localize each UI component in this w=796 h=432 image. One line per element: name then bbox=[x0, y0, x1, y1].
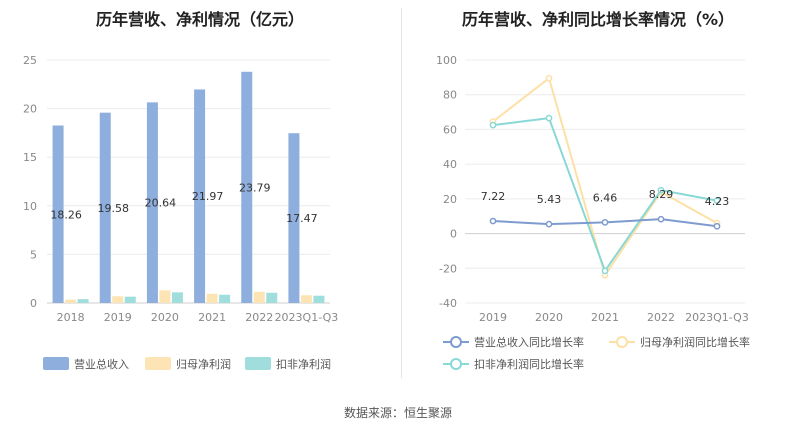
data-point bbox=[657, 215, 665, 223]
bar bbox=[171, 292, 183, 303]
legend-marker bbox=[616, 336, 628, 348]
bar bbox=[288, 133, 300, 303]
data-label: 7.22 bbox=[481, 190, 506, 203]
y-tick-label: -40 bbox=[439, 297, 457, 310]
x-tick-label: 2021 bbox=[591, 311, 619, 324]
y-tick-label: 5 bbox=[30, 248, 37, 261]
y-tick-label: 10 bbox=[23, 200, 37, 213]
bar bbox=[313, 295, 325, 303]
legend-marker bbox=[450, 358, 462, 370]
x-tick-label: 2020 bbox=[151, 311, 179, 324]
legend-label: 营业总收入 bbox=[74, 357, 129, 371]
bar bbox=[253, 291, 265, 303]
data-label: 20.64 bbox=[145, 197, 177, 210]
bar bbox=[124, 296, 136, 303]
data-source: 数据来源：恒生聚源 bbox=[343, 406, 452, 420]
data-label: 21.97 bbox=[192, 190, 224, 203]
data-label: 4.23 bbox=[705, 195, 730, 208]
data-label: 5.43 bbox=[537, 193, 562, 206]
bar bbox=[206, 293, 218, 303]
bar bbox=[77, 299, 89, 303]
bar bbox=[194, 89, 206, 303]
legend-label: 归母净利润同比增长率 bbox=[640, 335, 750, 349]
y-tick-label: 80 bbox=[443, 89, 457, 102]
y-tick-label: 40 bbox=[443, 158, 457, 171]
y-tick-label: 100 bbox=[436, 54, 457, 67]
bar bbox=[99, 112, 111, 303]
bar bbox=[146, 102, 158, 303]
data-point bbox=[713, 197, 721, 204]
data-label: 8.29 bbox=[649, 188, 674, 201]
data-label: 18.26 bbox=[50, 208, 82, 221]
data-point bbox=[545, 220, 553, 228]
data-point bbox=[601, 267, 609, 275]
x-tick-label: 2019 bbox=[479, 311, 507, 324]
x-tick-label: 2022 bbox=[245, 311, 273, 324]
data-point bbox=[601, 219, 609, 226]
data-point bbox=[545, 74, 553, 82]
x-tick-label: 2021 bbox=[198, 311, 226, 324]
data-label: 19.58 bbox=[98, 202, 130, 215]
data-point bbox=[489, 217, 497, 225]
legend-label: 营业总收入同比增长率 bbox=[474, 335, 584, 349]
y-tick-label: 15 bbox=[23, 151, 37, 164]
data-point bbox=[657, 186, 665, 194]
data-label: 6.46 bbox=[593, 191, 618, 204]
legend-marker bbox=[450, 336, 462, 348]
left-chart-title: 历年营收、净利情况（亿元） bbox=[95, 10, 304, 29]
bar bbox=[52, 125, 64, 303]
bar bbox=[241, 71, 253, 303]
legend-swatch bbox=[43, 357, 69, 370]
x-tick-label: 2020 bbox=[535, 311, 563, 324]
bar bbox=[300, 295, 312, 303]
data-point bbox=[545, 114, 553, 122]
x-tick-label: 2018 bbox=[57, 311, 85, 324]
x-tick-label: 2023Q1-Q3 bbox=[685, 311, 749, 324]
y-tick-label: 60 bbox=[443, 123, 457, 136]
legend-swatch bbox=[245, 357, 271, 370]
data-label: 17.47 bbox=[286, 212, 318, 225]
legend-swatch bbox=[145, 357, 171, 370]
y-tick-label: 0 bbox=[450, 228, 457, 241]
bar bbox=[219, 294, 231, 303]
bar bbox=[112, 296, 124, 303]
x-tick-label: 2022 bbox=[647, 311, 675, 324]
legend-label: 扣非净利润同比增长率 bbox=[474, 357, 584, 371]
panel-divider bbox=[401, 8, 402, 378]
legend-label: 归母净利润 bbox=[176, 357, 231, 371]
data-point bbox=[713, 222, 721, 230]
y-tick-label: 20 bbox=[443, 193, 457, 206]
bar bbox=[266, 292, 278, 303]
right-chart-title: 历年营收、净利同比增长率情况（%） bbox=[461, 10, 735, 29]
x-tick-label: 2019 bbox=[104, 311, 132, 324]
series-line bbox=[492, 76, 718, 278]
y-tick-label: 25 bbox=[23, 54, 37, 67]
y-tick-label: 0 bbox=[30, 297, 37, 310]
data-label: 23.79 bbox=[239, 181, 271, 194]
y-tick-label: 20 bbox=[23, 103, 37, 116]
y-tick-label: -20 bbox=[439, 262, 457, 275]
x-tick-label: 2023Q1-Q3 bbox=[275, 311, 339, 324]
legend-label: 扣非净利润 bbox=[276, 357, 331, 371]
bar bbox=[65, 299, 77, 303]
data-point bbox=[489, 121, 497, 129]
bar bbox=[159, 290, 171, 303]
